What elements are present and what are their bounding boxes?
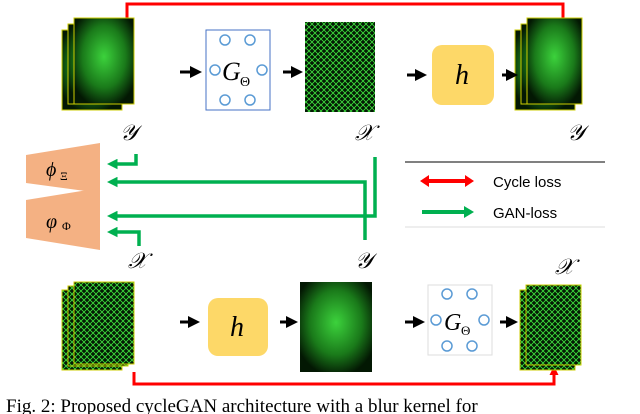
generator-label: G — [222, 57, 241, 86]
disc2-subscript: Φ — [62, 219, 71, 233]
legend-cycle-label: Cycle loss — [493, 174, 561, 191]
generator-bottom: G Θ — [427, 284, 493, 356]
generator-subscript-bottom: Θ — [461, 323, 470, 338]
discriminator-phi-xi — [26, 143, 100, 193]
image-stack-y-top-right — [514, 17, 583, 111]
blur-kernel-label-bottom: h — [230, 312, 244, 343]
blur-kernel-bottom — [208, 298, 268, 356]
disc2-label: φ — [46, 211, 57, 233]
blur-kernel-top — [432, 45, 494, 105]
cycle-loss-arrow-top — [125, 2, 568, 28]
figure-caption: Fig. 2: Proposed cycleGAN architecture w… — [6, 396, 478, 414]
image-stack-x-top-mid — [305, 22, 375, 112]
label-x-bot-right: 𝒳 — [555, 254, 580, 279]
image-stack-x-bot-left — [61, 281, 135, 371]
label-x-bot-left: 𝒳 — [128, 248, 153, 273]
cycle-loss-arrow-bottom — [132, 366, 559, 386]
image-stack-x-bot-right — [519, 284, 582, 371]
legend-gan-label: GAN-loss — [493, 205, 557, 222]
label-x-top-mid: 𝒳 — [355, 120, 380, 145]
disc1-label: ϕ — [46, 159, 56, 181]
label-y-bot-mid: 𝒴 — [355, 248, 378, 273]
label-y-top-right: 𝒴 — [567, 120, 590, 145]
image-y-bot-mid — [300, 282, 372, 372]
generator-label-bottom: G — [444, 310, 461, 336]
image-stack-y-top-left — [61, 17, 135, 111]
blur-kernel-label: h — [455, 60, 469, 91]
generator-subscript: Θ — [240, 75, 250, 90]
discriminator-varphi-phi — [26, 188, 100, 250]
gan-loss-arrows — [107, 154, 377, 246]
label-y-top-left: 𝒴 — [120, 120, 143, 145]
disc1-subscript: Ξ — [60, 169, 68, 183]
generator-top: G Θ — [205, 29, 271, 111]
